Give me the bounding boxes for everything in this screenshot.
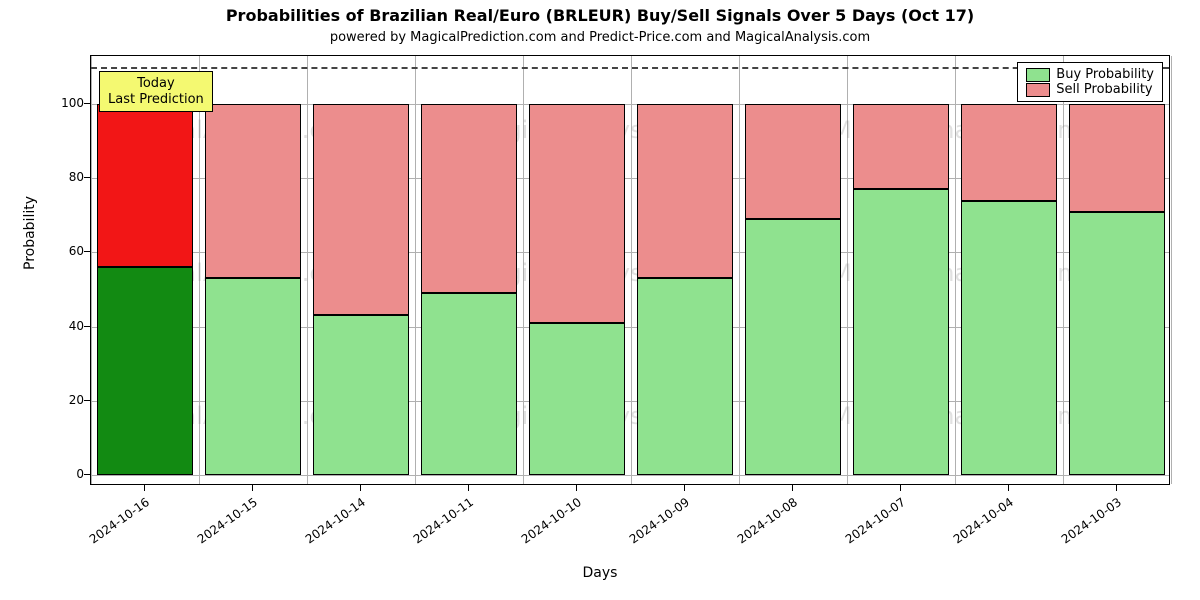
y-tick-mark (84, 400, 90, 401)
y-tick-mark (84, 474, 90, 475)
y-tick-mark (84, 326, 90, 327)
bar-buy (421, 293, 516, 475)
grid-line-v (955, 56, 956, 484)
legend-row: Buy Probability (1026, 67, 1154, 82)
bar-buy (529, 323, 624, 475)
bar-sell (529, 104, 624, 323)
dashed-reference-line (91, 67, 1169, 69)
x-tick-mark (252, 485, 253, 491)
legend-swatch (1026, 68, 1050, 82)
grid-line-h (91, 475, 1169, 476)
bar-sell (313, 104, 408, 315)
bar-sell (853, 104, 948, 189)
x-tick-label: 2024-10-16 (70, 495, 152, 558)
legend-swatch (1026, 83, 1050, 97)
bar-buy (745, 219, 840, 475)
x-tick-mark (792, 485, 793, 491)
x-tick-label: 2024-10-09 (610, 495, 692, 558)
x-tick-mark (684, 485, 685, 491)
chart-container: Probabilities of Brazilian Real/Euro (BR… (0, 0, 1200, 600)
y-tick-label: 100 (4, 96, 84, 110)
y-tick-mark (84, 103, 90, 104)
bar-sell (961, 104, 1056, 200)
bar-buy (961, 201, 1056, 475)
x-axis-label: Days (0, 565, 1200, 581)
legend-row: Sell Probability (1026, 82, 1154, 97)
grid-line-v (307, 56, 308, 484)
grid-line-v (1171, 56, 1172, 484)
y-tick-label: 40 (4, 319, 84, 333)
x-tick-mark (900, 485, 901, 491)
bar-buy (97, 267, 192, 475)
y-tick-mark (84, 177, 90, 178)
chart-title: Probabilities of Brazilian Real/Euro (BR… (0, 6, 1200, 25)
x-tick-mark (360, 485, 361, 491)
today-annotation: TodayLast Prediction (99, 71, 213, 112)
x-tick-label: 2024-10-08 (718, 495, 800, 558)
grid-line-v (523, 56, 524, 484)
bar-sell (421, 104, 516, 293)
x-tick-label: 2024-10-03 (1042, 495, 1124, 558)
bar-sell (745, 104, 840, 219)
x-tick-label: 2024-10-10 (502, 495, 584, 558)
bar-buy (637, 278, 732, 474)
x-tick-label: 2024-10-07 (826, 495, 908, 558)
x-tick-label: 2024-10-14 (286, 495, 368, 558)
grid-line-v (631, 56, 632, 484)
annotation-line2: Last Prediction (108, 92, 204, 108)
bar-buy (205, 278, 300, 474)
x-tick-label: 2024-10-04 (934, 495, 1016, 558)
legend-label: Buy Probability (1056, 67, 1154, 82)
y-axis-label: Probability (22, 196, 38, 270)
x-tick-mark (468, 485, 469, 491)
y-tick-label: 60 (4, 244, 84, 258)
grid-line-v (847, 56, 848, 484)
grid-line-v (739, 56, 740, 484)
bar-sell (1069, 104, 1164, 212)
bar-buy (1069, 212, 1164, 475)
grid-line-v (415, 56, 416, 484)
x-tick-mark (576, 485, 577, 491)
bar-buy (313, 315, 408, 474)
bar-buy (853, 189, 948, 474)
x-tick-mark (144, 485, 145, 491)
legend-label: Sell Probability (1056, 82, 1152, 97)
legend: Buy ProbabilitySell Probability (1017, 62, 1163, 102)
x-tick-mark (1116, 485, 1117, 491)
bar-sell (637, 104, 732, 278)
y-tick-mark (84, 251, 90, 252)
bar-sell (205, 104, 300, 278)
y-tick-label: 80 (4, 170, 84, 184)
grid-line-v (1063, 56, 1064, 484)
x-tick-mark (1008, 485, 1009, 491)
y-tick-label: 20 (4, 393, 84, 407)
chart-subtitle: powered by MagicalPrediction.com and Pre… (0, 30, 1200, 45)
annotation-line1: Today (108, 76, 204, 92)
y-tick-label: 0 (4, 467, 84, 481)
grid-line-v (91, 56, 92, 484)
x-tick-label: 2024-10-15 (178, 495, 260, 558)
x-tick-label: 2024-10-11 (394, 495, 476, 558)
grid-line-v (199, 56, 200, 484)
bar-sell (97, 104, 192, 267)
plot-area: MagicalAnalysis.comMagicalAnalysis.comMa… (90, 55, 1170, 485)
